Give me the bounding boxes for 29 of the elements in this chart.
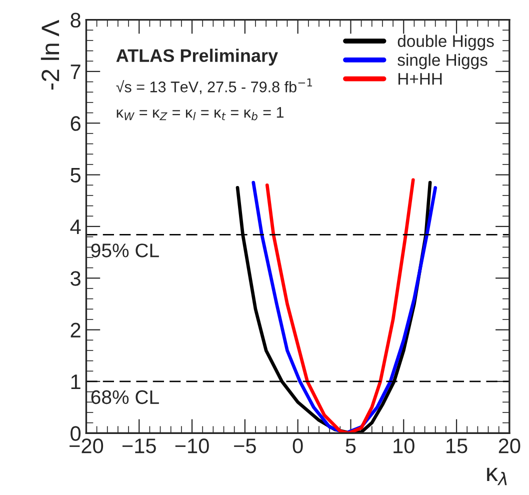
x-tick-label: 15 [446, 438, 468, 454]
y-tick-label: 5 [70, 168, 80, 183]
legend-label: single Higgs [398, 54, 488, 70]
x-tick-label: 0 [292, 438, 303, 454]
legend-label: double Higgs [398, 34, 494, 50]
y-tick-label: 2 [70, 322, 80, 338]
annotation: ATLAS Preliminary [116, 48, 278, 66]
x-tick-label: 20 [498, 438, 520, 454]
y-tick-label: 3 [70, 271, 80, 286]
y-tick-label: 7 [70, 64, 80, 80]
line-series [265, 178, 415, 434]
legend-label: H+HH [398, 73, 442, 85]
y-tick-label: 0 [70, 426, 81, 441]
annotation: √s = 13 TeV, 27.5 - 79.8 fb$^{−1}$ [116, 78, 312, 94]
y-axis-title: -2 ln Λ [40, 20, 60, 90]
y-tick-label: 8 [70, 12, 80, 28]
x-tick-label: −5 [234, 438, 256, 454]
ref-line-label: 68% CL [91, 390, 159, 404]
y-tick-label: 6 [70, 116, 80, 131]
x-tick-label: −10 [175, 438, 209, 454]
x-axis-title: κ$_{λ}$ [487, 468, 507, 486]
ref-line-label: 95% CL [91, 244, 159, 258]
text: κ$_{W}$ = κ$_{Z}$ = κ$_{l}$ = κ$_{t}$ = κ$_{b}$ = 1 [116, 107, 284, 120]
x-tick-label: 10 [394, 438, 414, 454]
x-tick-label: −20 [70, 438, 104, 454]
x-tick-label: 5 [346, 438, 356, 454]
y-tick-label: 1 [71, 374, 80, 390]
x-tick-label: −15 [122, 438, 156, 454]
y-tick-label: 4 [70, 220, 81, 234]
